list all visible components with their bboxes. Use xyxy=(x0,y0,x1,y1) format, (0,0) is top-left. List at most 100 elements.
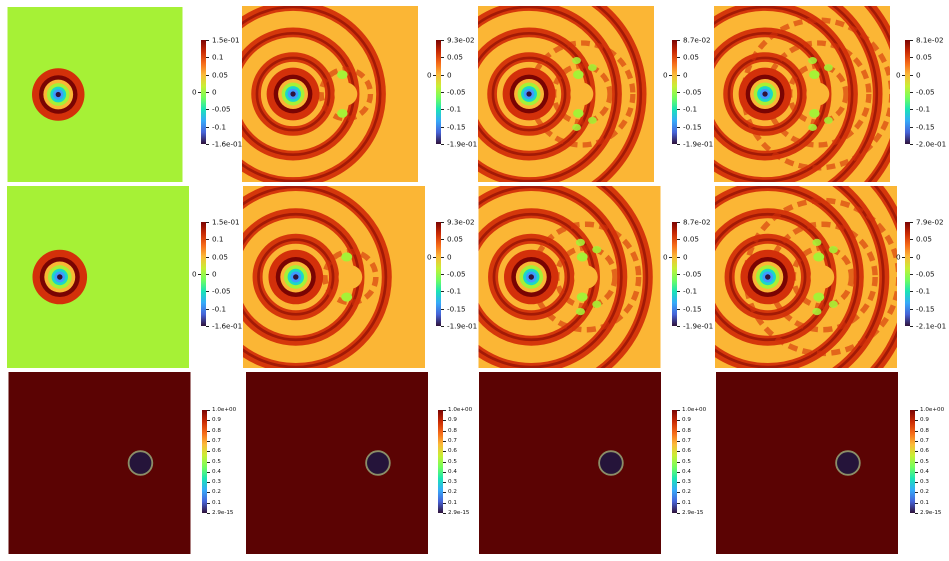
colorbar-tick xyxy=(677,291,680,293)
colorbar-zero-marker xyxy=(669,74,672,76)
colorbar-r1-c2: 9.3e-02 0.05 0 -0.05 -0.1 -0.15 -1.9e-01 0 xyxy=(427,36,486,149)
colorbar-gradient xyxy=(436,222,441,326)
colorbar-tick-label: 0.3 xyxy=(448,479,457,486)
colorbar-tick xyxy=(206,144,209,145)
colorbar-zero-label: 0 xyxy=(663,70,668,80)
colorbar-tick-label: 0.05 xyxy=(447,52,464,62)
colorbar-tick xyxy=(910,222,913,223)
colorbar-tick-label: 0.1 xyxy=(212,499,221,506)
colorbar-zero-label: 0 xyxy=(896,252,901,262)
colorbar-tick xyxy=(443,420,446,422)
colorbar-gradient xyxy=(672,222,677,326)
colorbar-tick-label: 1.0e+00 xyxy=(682,407,707,413)
colorbar-tick-label: 2.9e-15 xyxy=(448,510,470,516)
colorbar-tick xyxy=(677,461,680,463)
colorbar-zero-marker xyxy=(198,92,201,93)
colorbar-tick xyxy=(206,57,209,59)
colorbar-tick-label: 0.2 xyxy=(920,489,929,496)
mask-panel-c3 xyxy=(479,372,661,554)
colorbar-tick-label: 1.0e+00 xyxy=(920,407,945,413)
colorbar-tick xyxy=(441,326,444,327)
wave-field-panel-r2-c1 xyxy=(7,186,189,368)
colorbar-tick-label: 0.9 xyxy=(212,417,221,424)
wave-field-panel-r1-c2 xyxy=(242,6,418,182)
colorbar-zero-marker xyxy=(433,256,436,258)
colorbar-tick xyxy=(207,492,210,494)
colorbar-tick-label: 0.1 xyxy=(920,499,929,506)
colorbar-gradient xyxy=(672,40,677,144)
colorbar-tick-label: 0.05 xyxy=(916,234,933,244)
colorbar-tick xyxy=(910,274,913,275)
colorbar-zero-label: 0 xyxy=(663,252,668,262)
colorbar-tick xyxy=(910,291,913,293)
colorbar-tick xyxy=(677,126,680,128)
colorbar-tick xyxy=(915,461,918,463)
colorbar-tick xyxy=(910,308,913,310)
colorbar-tick xyxy=(206,256,209,258)
colorbar-tick xyxy=(677,326,680,327)
colorbar-gradient xyxy=(910,410,915,513)
colorbar-tick-label: 9.3e-02 xyxy=(447,35,475,45)
colorbar-tick xyxy=(677,57,680,59)
colorbar-tick xyxy=(915,492,918,494)
colorbar-r1-c4: 8.1e-02 0.05 0 -0.05 -0.1 -0.15 -2.0e-01 0 xyxy=(896,36,949,149)
colorbar-tick-label: -0.1 xyxy=(447,104,462,114)
colorbar-tick-label: 0.8 xyxy=(920,427,929,434)
colorbar-tick-label: 0.4 xyxy=(682,468,691,475)
colorbar-zero-label: 0 xyxy=(192,87,197,97)
colorbar-zero-label: 0 xyxy=(427,70,432,80)
colorbar-gradient xyxy=(672,410,677,513)
colorbar-tick xyxy=(677,440,680,442)
colorbar-tick xyxy=(677,430,680,432)
colorbar-tick xyxy=(677,222,680,223)
colorbar-tick xyxy=(915,513,918,514)
colorbar-tick xyxy=(441,74,444,76)
colorbar-tick-label: 1.0e+00 xyxy=(212,407,237,413)
colorbar-tick xyxy=(443,461,446,463)
colorbar-tick-label: 0.6 xyxy=(448,448,457,455)
colorbar-tick xyxy=(443,471,446,473)
colorbar-tick-label: 7.9e-02 xyxy=(916,217,944,227)
colorbar-tick xyxy=(677,471,680,473)
colorbar-tick xyxy=(443,430,446,432)
colorbar-tick-label: -0.05 xyxy=(916,87,935,97)
colorbar-gradient xyxy=(905,40,910,144)
colorbar-tick-label: 1.5e-01 xyxy=(212,35,240,45)
wave-field-panel-r1-c4 xyxy=(714,6,890,182)
colorbar-tick-label: 0.05 xyxy=(683,234,700,244)
colorbar-zero-label: 0 xyxy=(192,269,197,279)
colorbar-tick xyxy=(207,513,210,514)
colorbar-tick-label: 8.1e-02 xyxy=(916,35,944,45)
colorbar-tick-label: -0.05 xyxy=(916,269,935,279)
colorbar-tick xyxy=(677,482,680,484)
colorbar-tick-label: 0.1 xyxy=(212,234,224,244)
colorbar-tick xyxy=(441,92,444,93)
colorbar-tick xyxy=(677,109,680,111)
colorbar-tick-label: -0.15 xyxy=(447,304,466,314)
colorbar-gradient xyxy=(436,40,441,144)
colorbar-tick xyxy=(677,513,680,514)
colorbar-tick-label: -2.0e-01 xyxy=(916,139,947,149)
colorbar-r3-c2: 1.0e+00 0.9 0.8 0.7 0.6 0.5 0.4 0.3 0.2 0.1 2.9e-1… xyxy=(438,407,488,516)
colorbar-tick-label: 9.3e-02 xyxy=(447,217,475,227)
colorbar-r1-c3: 8.7e-02 0.05 0 -0.05 -0.1 -0.15 -1.9e-01 0 xyxy=(663,36,722,149)
colorbar-zero-label: 0 xyxy=(427,252,432,262)
colorbar-tick-label: 0 xyxy=(212,87,217,97)
colorbar-tick-label: -0.15 xyxy=(916,122,935,132)
colorbar-tick xyxy=(915,482,918,484)
colorbar-tick-label: 0.8 xyxy=(448,427,457,434)
colorbar-tick-label: 0.9 xyxy=(920,417,929,424)
colorbar-tick xyxy=(915,430,918,432)
colorbar-tick-label: 0.8 xyxy=(212,427,221,434)
wave-field-panel-r1-c3 xyxy=(478,6,654,182)
colorbar-tick-label: -1.6e-01 xyxy=(212,139,243,149)
colorbar-tick xyxy=(915,502,918,504)
colorbar-tick-label: 0.05 xyxy=(212,252,229,262)
colorbar-tick-label: 0.6 xyxy=(212,448,221,455)
colorbar-tick-label: 0.7 xyxy=(448,437,457,444)
colorbar-tick xyxy=(206,308,209,310)
colorbar-tick-label: 0.7 xyxy=(212,437,221,444)
colorbar-tick-label: -1.6e-01 xyxy=(212,321,243,331)
colorbar-tick xyxy=(910,109,913,111)
colorbar-tick xyxy=(206,74,209,76)
